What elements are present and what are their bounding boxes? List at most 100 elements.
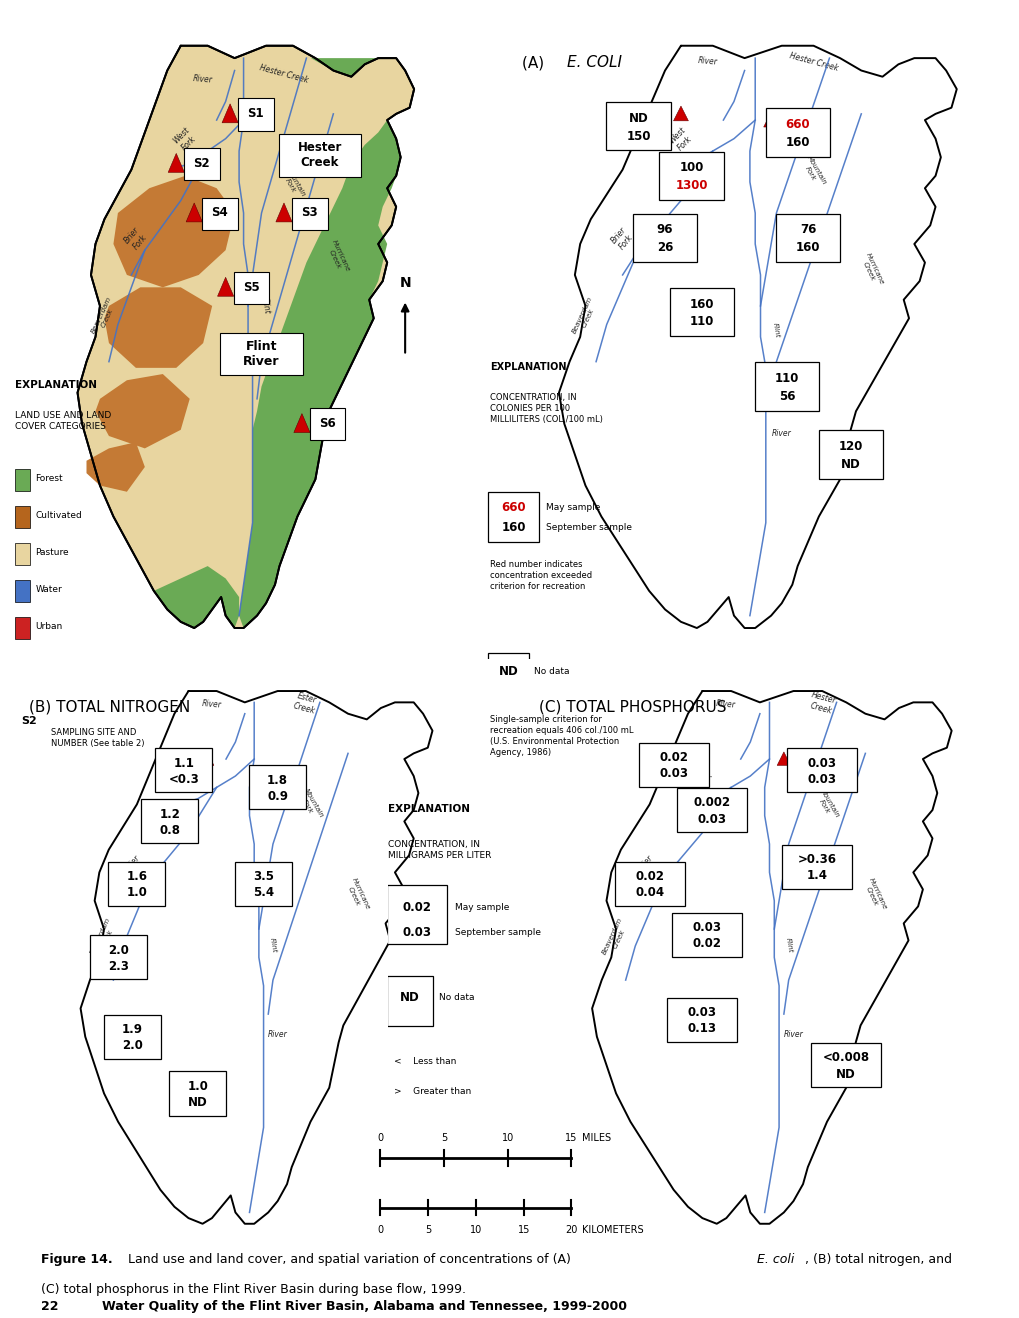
Text: CONCENTRATION, IN
MILLIGRAMS PER LITER: CONCENTRATION, IN MILLIGRAMS PER LITER (387, 841, 490, 861)
FancyBboxPatch shape (233, 272, 269, 304)
Text: 0.13: 0.13 (687, 1023, 716, 1035)
Text: 0.02: 0.02 (692, 937, 721, 950)
Polygon shape (723, 792, 737, 805)
Text: 0.9: 0.9 (267, 789, 287, 803)
Text: 110: 110 (774, 372, 799, 385)
Polygon shape (695, 746, 708, 759)
FancyBboxPatch shape (386, 975, 433, 1027)
Text: 20: 20 (565, 1226, 577, 1235)
FancyBboxPatch shape (754, 362, 818, 411)
Text: September sample: September sample (545, 523, 631, 532)
Text: Figure 14.: Figure 14. (41, 1253, 112, 1267)
Text: Brier
Fork: Brier Fork (608, 225, 635, 252)
Text: 1.0: 1.0 (187, 1079, 208, 1093)
Text: 110: 110 (689, 315, 713, 328)
Text: 1.0: 1.0 (126, 886, 147, 899)
Polygon shape (135, 1019, 148, 1032)
FancyBboxPatch shape (14, 469, 31, 490)
FancyBboxPatch shape (787, 749, 856, 792)
Text: 1.6: 1.6 (126, 870, 147, 883)
FancyBboxPatch shape (775, 214, 840, 262)
FancyBboxPatch shape (108, 862, 165, 905)
Text: 1300: 1300 (675, 179, 707, 192)
Polygon shape (293, 414, 310, 432)
FancyBboxPatch shape (606, 101, 669, 150)
Text: Urban: Urban (36, 622, 62, 631)
FancyBboxPatch shape (291, 198, 327, 229)
Text: LAND USE AND LAND
COVER CATEGORIES: LAND USE AND LAND COVER CATEGORIES (14, 411, 111, 431)
Text: River: River (202, 700, 222, 710)
Polygon shape (779, 217, 794, 232)
Polygon shape (791, 849, 804, 862)
Text: 2.3: 2.3 (108, 960, 128, 973)
FancyBboxPatch shape (90, 936, 147, 979)
Polygon shape (87, 442, 145, 492)
Text: Hurricane
Creek: Hurricane Creek (861, 876, 888, 913)
Text: 660: 660 (785, 117, 809, 130)
Polygon shape (181, 803, 195, 816)
Text: May sample: May sample (545, 502, 599, 511)
FancyBboxPatch shape (818, 431, 881, 478)
Polygon shape (154, 567, 238, 629)
Polygon shape (829, 1046, 843, 1060)
Text: 5.4: 5.4 (253, 886, 274, 899)
Polygon shape (77, 46, 414, 629)
Polygon shape (185, 203, 202, 221)
Text: Beaverdam
Creek: Beaverdam Creek (90, 916, 118, 958)
FancyBboxPatch shape (104, 1015, 160, 1058)
Text: 160: 160 (795, 241, 819, 254)
Text: ND: ND (628, 112, 648, 125)
Text: Mountain
Fork: Mountain Fork (799, 154, 826, 190)
Text: 0.03: 0.03 (658, 767, 688, 780)
Text: (A): (A) (522, 55, 548, 70)
Text: 160: 160 (501, 521, 526, 534)
Text: 120: 120 (838, 440, 862, 453)
Text: 76: 76 (799, 223, 815, 236)
Text: Brier
Fork: Brier Fork (123, 854, 150, 880)
Text: Flint
River: Flint River (244, 340, 279, 368)
FancyBboxPatch shape (184, 148, 219, 181)
Text: Hester Creek: Hester Creek (259, 63, 309, 84)
Text: Hurricane
Creek: Hurricane Creek (858, 252, 884, 289)
Polygon shape (168, 153, 184, 173)
Text: 22: 22 (41, 1301, 58, 1313)
Text: SAMPLING SITE AND
NUMBER (See table 2): SAMPLING SITE AND NUMBER (See table 2) (51, 729, 144, 749)
Text: 0.002: 0.002 (693, 796, 730, 809)
Text: Flint: Flint (771, 322, 780, 337)
Text: (B) TOTAL NITROGEN: (B) TOTAL NITROGEN (29, 700, 190, 714)
FancyBboxPatch shape (810, 1043, 880, 1087)
Text: River: River (697, 55, 717, 66)
Text: Flint: Flint (260, 297, 272, 314)
Text: EXPLANATION: EXPLANATION (387, 804, 469, 815)
Text: Beaverdam
Creek: Beaverdam Creek (571, 297, 599, 337)
Polygon shape (673, 217, 688, 232)
Text: 2.0: 2.0 (121, 1039, 143, 1052)
Text: S3: S3 (301, 207, 318, 220)
Text: 0.03: 0.03 (697, 812, 726, 825)
Text: 0.03: 0.03 (807, 772, 836, 786)
Text: N: N (399, 277, 411, 290)
Text: S1: S1 (248, 107, 264, 120)
FancyBboxPatch shape (169, 1072, 226, 1115)
Polygon shape (719, 916, 733, 929)
Polygon shape (699, 291, 714, 307)
Text: S2: S2 (194, 157, 210, 170)
Text: Cultivated: Cultivated (36, 511, 82, 519)
Polygon shape (96, 374, 190, 448)
Text: Water: Water (36, 585, 62, 594)
Text: 0.02: 0.02 (401, 900, 431, 913)
Text: Forest: Forest (36, 473, 63, 482)
Text: 0.02: 0.02 (658, 751, 688, 764)
Text: S5: S5 (243, 281, 259, 294)
Text: CONCENTRATION, IN
COLONIES PER 100
MILLILITERS (COL./100 mL): CONCENTRATION, IN COLONIES PER 100 MILLI… (489, 393, 602, 424)
FancyBboxPatch shape (666, 998, 737, 1041)
Text: <0.008: <0.008 (821, 1052, 869, 1064)
Polygon shape (714, 1002, 728, 1015)
Text: MILES: MILES (582, 1132, 610, 1143)
Text: 15: 15 (565, 1132, 577, 1143)
Text: Beaverdam
Creek: Beaverdam Creek (90, 297, 118, 337)
Polygon shape (222, 104, 238, 123)
Text: 15: 15 (517, 1226, 529, 1235)
Text: River: River (783, 1029, 803, 1039)
Text: West
Fork: West Fork (171, 125, 199, 153)
